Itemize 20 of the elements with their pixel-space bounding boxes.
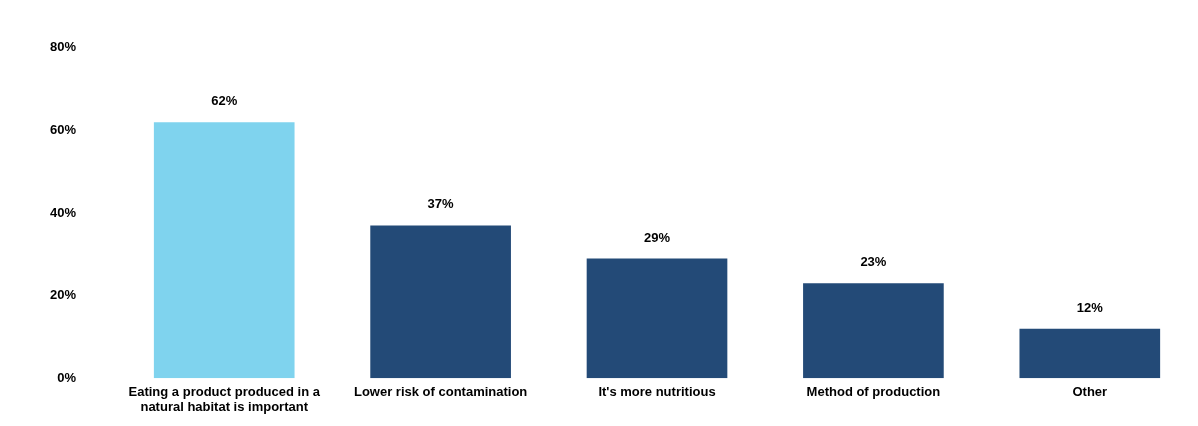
bar <box>153 122 295 379</box>
bar <box>370 225 511 379</box>
y-tick-label: 40% <box>49 204 77 220</box>
bar <box>1019 328 1161 379</box>
bar <box>586 258 728 379</box>
x-tick-label: Other <box>1072 383 1108 399</box>
x-tick-label: Method of production <box>806 383 941 399</box>
y-tick-label: 20% <box>49 287 77 303</box>
y-tick-label: 80% <box>49 39 77 55</box>
x-tick-label: Eating a product produced in a natural habitat is important <box>128 383 321 415</box>
data-label: 29% <box>643 229 671 245</box>
data-label: 37% <box>427 196 455 212</box>
x-tick-label: Lower risk of contamination <box>353 383 528 399</box>
bar <box>803 283 944 379</box>
data-label: 12% <box>1076 299 1104 315</box>
data-label: 62% <box>211 93 238 109</box>
y-tick-label: 0% <box>57 369 77 385</box>
data-label: 23% <box>860 254 887 270</box>
y-tick-label: 60% <box>49 121 77 137</box>
x-tick-label: It's more nutritious <box>598 383 716 399</box>
